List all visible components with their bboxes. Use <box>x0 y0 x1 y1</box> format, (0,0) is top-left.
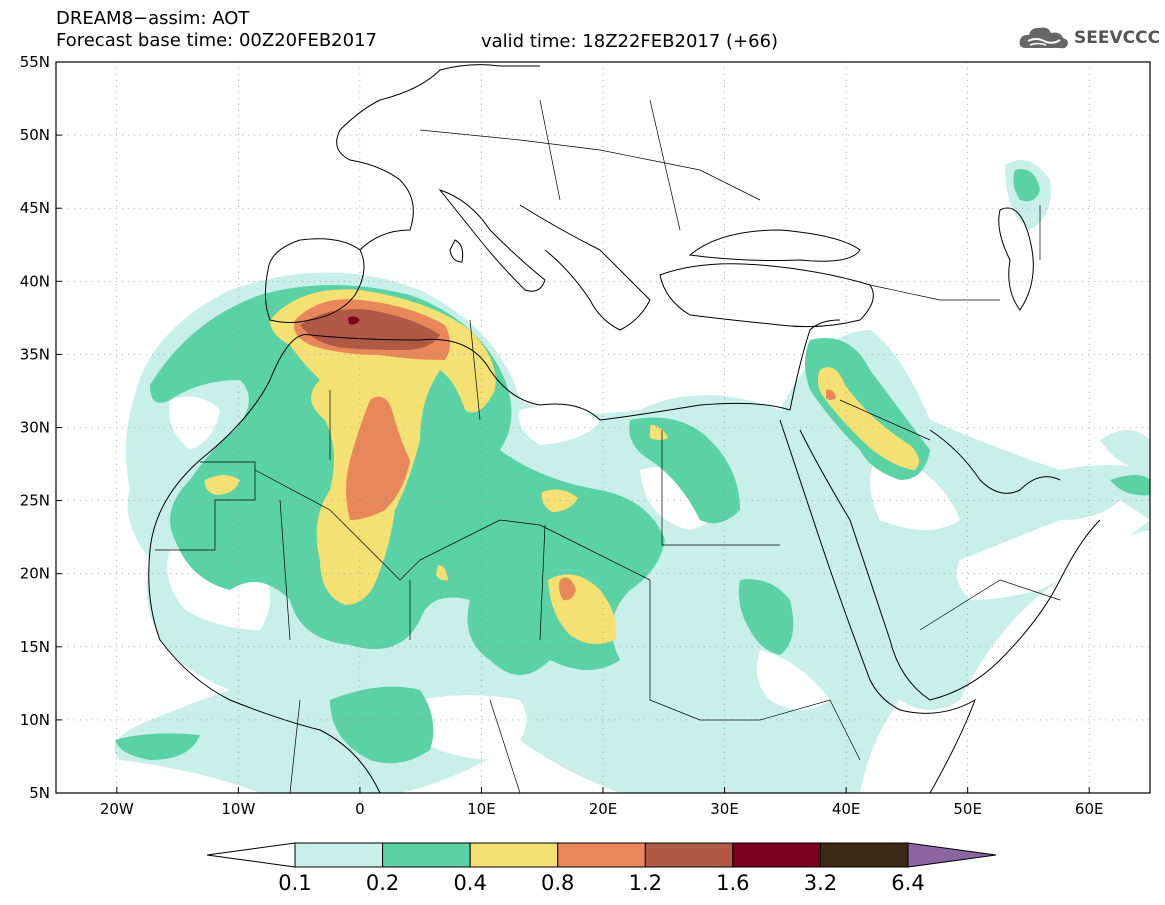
colorbar-over-triangle <box>907 842 997 868</box>
aot-level-1.6 <box>348 316 360 325</box>
lat-label: 40N <box>20 272 50 290</box>
lon-label: 0 <box>355 800 365 818</box>
colorbar-under-triangle <box>206 842 296 868</box>
lat-label: 25N <box>20 492 50 510</box>
coastlines <box>148 64 1101 793</box>
aot-field <box>56 62 1150 793</box>
cloud-logo-icon <box>1019 27 1068 49</box>
colorbar-swatch <box>644 842 734 868</box>
lat-label: 5N <box>29 784 50 802</box>
colorbar-label: 3.2 <box>804 871 837 895</box>
lon-label: 30E <box>710 800 739 818</box>
colorbar-label: 1.2 <box>629 871 662 895</box>
base-time: Forecast base time: 00Z20FEB2017 <box>56 30 377 51</box>
colorbar-label: 1.6 <box>716 871 749 895</box>
colorbar-label: 0.4 <box>453 871 486 895</box>
colorbar: 0.1 0.2 0.4 0.8 1.2 1.6 3.2 6.4 <box>206 842 997 895</box>
colorbar-label: 0.2 <box>366 871 399 895</box>
latitude-axis: 55N 50N 45N 40N 35N 30N 25N 20N 15N 10N 5N <box>20 53 62 802</box>
longitude-axis: 20W 10W 0 10E 20E 30E 40E 50E 60E <box>100 787 1104 818</box>
lon-label: 20W <box>100 800 134 818</box>
lat-label: 30N <box>20 419 50 437</box>
valid-time: valid time: 18Z22FEB2017 (+66) <box>481 31 779 52</box>
colorbar-swatch <box>294 842 384 868</box>
colorbar-label: 0.1 <box>278 871 311 895</box>
lat-label: 50N <box>20 126 50 144</box>
country-borders <box>155 99 1061 793</box>
colorbar-swatch <box>819 842 909 868</box>
lon-label: 20E <box>589 800 618 818</box>
graticule <box>56 62 1150 793</box>
colorbar-swatch <box>557 842 646 868</box>
colorbar-label: 6.4 <box>891 871 924 895</box>
logo-text: SEEVCCC <box>1074 28 1161 48</box>
seevccc-logo: SEEVCCC <box>1018 24 1160 52</box>
colorbar-swatch <box>469 842 559 868</box>
lat-label: 10N <box>20 711 50 729</box>
lat-label: 15N <box>20 638 50 656</box>
lat-label: 55N <box>20 53 50 71</box>
colorbar-label: 0.8 <box>541 871 574 895</box>
map-title: DREAM8−assim: AOT <box>56 8 250 29</box>
colorbar-swatch <box>732 842 821 868</box>
colorbar-swatch <box>382 842 471 868</box>
lat-label: 20N <box>20 565 50 583</box>
lat-label: 35N <box>20 345 50 363</box>
lon-label: 10E <box>467 800 496 818</box>
lat-label: 45N <box>20 199 50 217</box>
lon-label: 60E <box>1075 800 1104 818</box>
lon-label: 40E <box>832 800 861 818</box>
lon-label: 50E <box>953 800 982 818</box>
lon-label: 10W <box>221 800 255 818</box>
